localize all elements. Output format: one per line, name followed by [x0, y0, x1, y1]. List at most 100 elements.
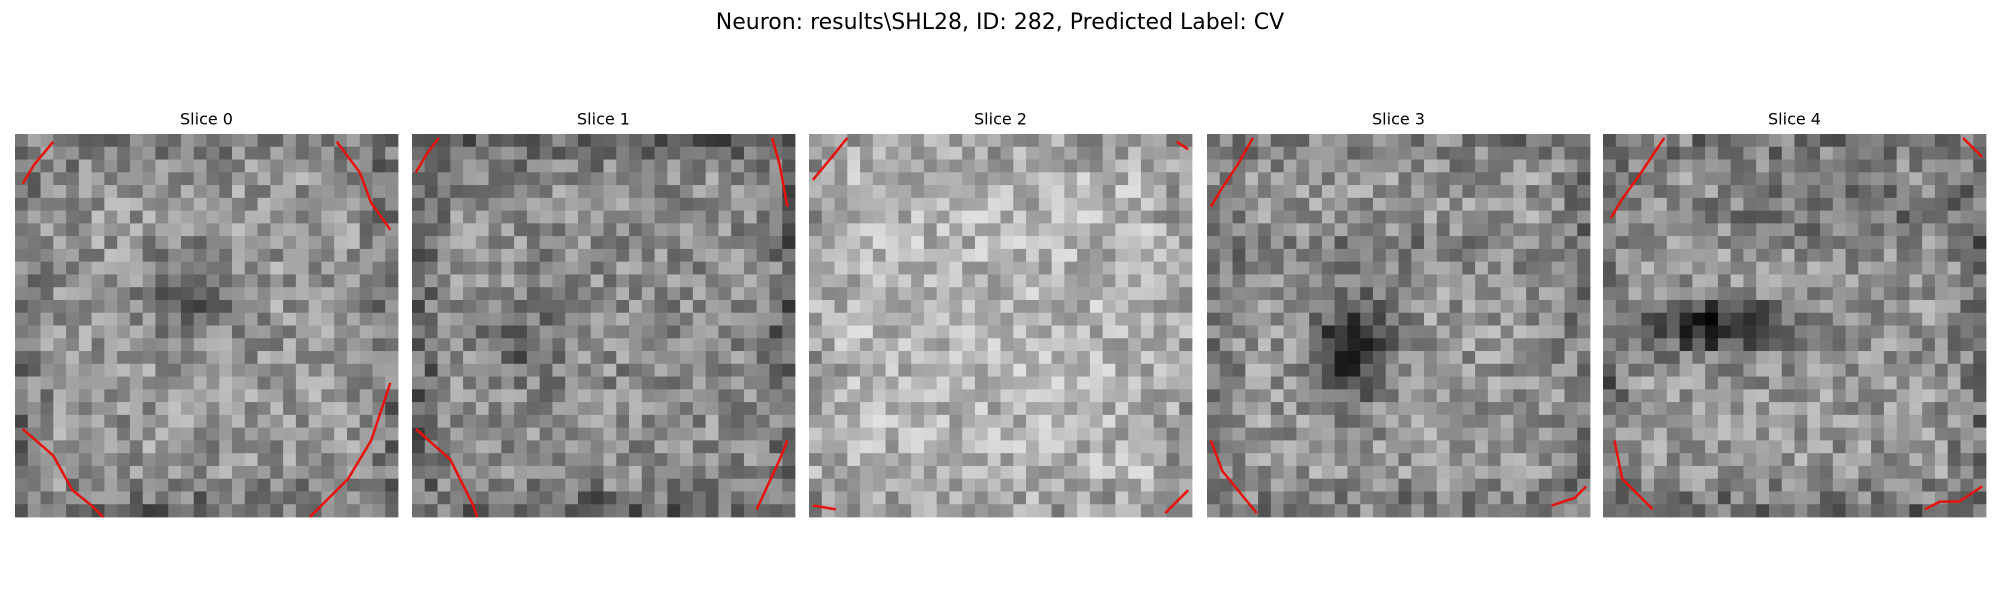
pixel	[15, 491, 29, 505]
pixel	[949, 223, 963, 237]
pixel	[501, 453, 515, 467]
pixel	[603, 389, 617, 403]
pixel	[1232, 223, 1246, 237]
pixel	[756, 299, 770, 314]
pixel	[168, 274, 182, 288]
pixel	[244, 465, 258, 480]
pixel	[104, 210, 118, 224]
pixel	[936, 274, 950, 288]
pixel	[1947, 236, 1961, 250]
pixel	[78, 261, 92, 275]
pixel	[1526, 440, 1540, 454]
pixel	[1360, 146, 1374, 160]
pixel	[1487, 287, 1502, 301]
pixel	[885, 504, 899, 518]
pixel	[872, 248, 886, 263]
pixel	[206, 261, 220, 275]
pixel	[987, 351, 1001, 365]
pixel	[1372, 465, 1387, 480]
pixel	[782, 325, 796, 339]
pixel	[1603, 376, 1617, 390]
pixel	[1013, 210, 1027, 224]
pixel	[475, 504, 489, 518]
pixel	[552, 363, 566, 377]
pixel	[206, 338, 220, 352]
pixel	[346, 248, 361, 263]
pixel	[1858, 261, 1872, 275]
pixel	[1820, 236, 1834, 250]
pixel	[1077, 363, 1091, 377]
pixel	[1128, 299, 1142, 314]
pixel	[1960, 376, 1974, 390]
pixel	[1538, 427, 1553, 441]
pixel	[1845, 427, 1859, 441]
pixel	[654, 440, 668, 454]
pixel	[334, 402, 348, 416]
pixel	[180, 223, 195, 237]
pixel	[117, 478, 131, 492]
pixel	[847, 414, 861, 429]
pixel	[756, 248, 770, 263]
pixel	[1526, 274, 1540, 288]
pixel	[1909, 287, 1923, 301]
pixel	[219, 248, 233, 263]
pixel	[1309, 287, 1323, 301]
pixel	[923, 440, 938, 454]
pixel	[987, 134, 1001, 148]
pixel	[321, 287, 335, 301]
pixel	[616, 465, 630, 480]
pixel	[1973, 389, 1987, 403]
pixel	[1909, 197, 1923, 211]
pixel	[412, 274, 426, 288]
pixel	[1140, 453, 1155, 467]
pixel	[1960, 248, 1974, 263]
pixel	[1296, 134, 1310, 148]
pixel	[1654, 159, 1668, 173]
pixel	[743, 478, 758, 492]
pixel	[1666, 414, 1680, 429]
pixel	[756, 261, 770, 275]
pixel	[809, 478, 823, 492]
pixel	[180, 299, 195, 314]
pixel	[1883, 427, 1898, 441]
pixel	[1000, 351, 1014, 365]
pixel	[539, 197, 553, 211]
pixel	[1089, 146, 1104, 160]
pixel	[1258, 465, 1272, 480]
pixel	[705, 312, 719, 326]
pixel	[539, 376, 553, 390]
pixel	[1398, 197, 1412, 211]
pixel	[1922, 325, 1936, 339]
pixel	[1666, 389, 1680, 403]
pixel	[1871, 402, 1885, 416]
pixel	[731, 134, 745, 148]
pixel	[821, 210, 835, 224]
pixel	[424, 440, 438, 454]
pixel	[1128, 465, 1142, 480]
pixel	[1692, 440, 1706, 454]
pixel	[15, 453, 29, 467]
pixel	[1128, 223, 1142, 237]
pixel	[809, 236, 823, 250]
pixel	[1000, 465, 1014, 480]
pixel	[412, 185, 426, 199]
pixel	[501, 440, 515, 454]
pixel	[232, 274, 246, 288]
pixel	[219, 134, 233, 148]
pixel	[1794, 299, 1808, 314]
pixel	[232, 159, 246, 173]
pixel	[1436, 210, 1450, 224]
pixel	[1166, 351, 1180, 365]
pixel	[1909, 248, 1923, 263]
pixel	[1089, 453, 1104, 467]
pixel	[219, 236, 233, 250]
pixel	[1385, 338, 1399, 352]
pixel	[15, 159, 29, 173]
pixel	[1666, 134, 1680, 148]
pixel	[40, 312, 54, 326]
pixel	[1768, 134, 1783, 148]
pixel	[1564, 427, 1578, 441]
pixel	[463, 261, 477, 275]
pixel	[1487, 414, 1502, 429]
pixel	[526, 478, 541, 492]
